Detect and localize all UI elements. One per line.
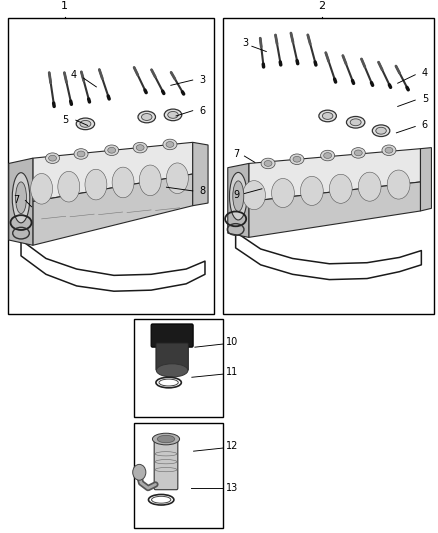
Ellipse shape bbox=[168, 111, 178, 118]
Ellipse shape bbox=[372, 125, 390, 136]
Ellipse shape bbox=[322, 112, 333, 119]
Bar bbox=[134, 319, 223, 417]
Ellipse shape bbox=[321, 150, 335, 161]
Text: 5: 5 bbox=[422, 94, 428, 104]
Ellipse shape bbox=[74, 149, 88, 159]
Ellipse shape bbox=[58, 172, 80, 202]
Bar bbox=[134, 423, 223, 528]
Text: 6: 6 bbox=[200, 106, 206, 116]
Ellipse shape bbox=[139, 165, 161, 196]
Ellipse shape bbox=[385, 147, 393, 153]
Text: 1: 1 bbox=[61, 2, 68, 11]
Ellipse shape bbox=[141, 114, 152, 120]
Ellipse shape bbox=[358, 172, 381, 201]
Ellipse shape bbox=[354, 150, 362, 156]
Ellipse shape bbox=[164, 109, 182, 120]
Text: 6: 6 bbox=[422, 120, 428, 131]
Ellipse shape bbox=[272, 179, 294, 207]
Ellipse shape bbox=[16, 182, 27, 214]
Ellipse shape bbox=[382, 145, 396, 156]
Polygon shape bbox=[228, 164, 249, 237]
Ellipse shape bbox=[319, 110, 336, 122]
FancyBboxPatch shape bbox=[154, 439, 178, 490]
Ellipse shape bbox=[152, 433, 180, 445]
Ellipse shape bbox=[76, 118, 95, 130]
Ellipse shape bbox=[166, 163, 188, 193]
Ellipse shape bbox=[243, 181, 265, 209]
Ellipse shape bbox=[264, 160, 272, 166]
Ellipse shape bbox=[133, 464, 146, 480]
Ellipse shape bbox=[346, 117, 365, 128]
Ellipse shape bbox=[230, 173, 247, 220]
Ellipse shape bbox=[31, 173, 53, 204]
Ellipse shape bbox=[136, 145, 144, 150]
Ellipse shape bbox=[108, 147, 116, 153]
Ellipse shape bbox=[387, 170, 410, 199]
Ellipse shape bbox=[105, 145, 119, 156]
FancyBboxPatch shape bbox=[156, 343, 188, 370]
Text: 4: 4 bbox=[422, 68, 428, 78]
Text: 7: 7 bbox=[233, 149, 240, 159]
Text: 2: 2 bbox=[318, 2, 325, 11]
Ellipse shape bbox=[80, 120, 91, 127]
Ellipse shape bbox=[163, 139, 177, 150]
Ellipse shape bbox=[12, 173, 30, 223]
Ellipse shape bbox=[49, 155, 57, 161]
Text: 13: 13 bbox=[226, 483, 238, 493]
Text: 12: 12 bbox=[226, 441, 238, 451]
Ellipse shape bbox=[351, 148, 365, 158]
Text: 5: 5 bbox=[63, 115, 69, 125]
Polygon shape bbox=[193, 142, 208, 206]
Text: 9: 9 bbox=[233, 190, 240, 200]
Ellipse shape bbox=[233, 181, 244, 212]
Polygon shape bbox=[9, 158, 33, 245]
Bar bbox=[223, 18, 434, 314]
Ellipse shape bbox=[329, 174, 352, 203]
Ellipse shape bbox=[133, 142, 147, 153]
Ellipse shape bbox=[138, 111, 155, 123]
Ellipse shape bbox=[290, 154, 304, 165]
Polygon shape bbox=[249, 182, 420, 237]
Polygon shape bbox=[249, 149, 420, 201]
Text: 10: 10 bbox=[226, 337, 238, 347]
Text: 4: 4 bbox=[70, 70, 76, 80]
Text: 3: 3 bbox=[242, 38, 248, 48]
Bar bbox=[8, 18, 214, 314]
Ellipse shape bbox=[157, 435, 175, 443]
Ellipse shape bbox=[261, 158, 275, 169]
FancyBboxPatch shape bbox=[151, 324, 193, 347]
Polygon shape bbox=[33, 174, 193, 245]
Ellipse shape bbox=[77, 151, 85, 157]
Polygon shape bbox=[420, 148, 431, 211]
Polygon shape bbox=[33, 142, 193, 201]
Ellipse shape bbox=[156, 364, 188, 377]
Ellipse shape bbox=[376, 127, 386, 134]
Text: 3: 3 bbox=[200, 75, 206, 85]
Ellipse shape bbox=[293, 156, 301, 162]
Ellipse shape bbox=[324, 152, 332, 158]
Ellipse shape bbox=[300, 176, 323, 205]
Text: 11: 11 bbox=[226, 367, 238, 377]
Ellipse shape bbox=[46, 153, 60, 164]
Ellipse shape bbox=[350, 119, 361, 126]
Ellipse shape bbox=[112, 167, 134, 198]
Ellipse shape bbox=[85, 169, 107, 200]
Ellipse shape bbox=[166, 142, 174, 147]
Text: 8: 8 bbox=[200, 186, 206, 196]
Text: 7: 7 bbox=[14, 196, 20, 205]
